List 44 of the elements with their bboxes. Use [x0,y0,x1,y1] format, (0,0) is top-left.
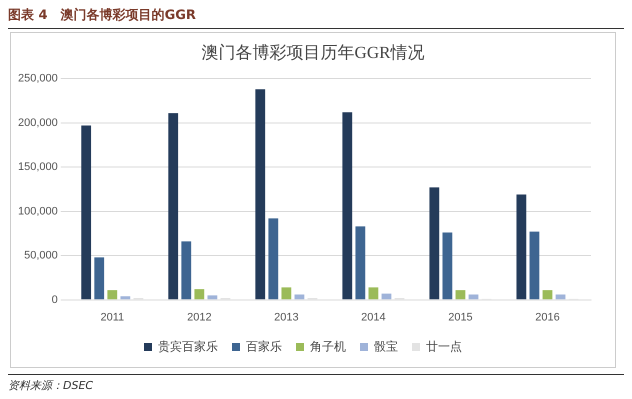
bar [542,290,552,300]
legend-label: 百家乐 [246,339,282,354]
bar [255,89,266,300]
bar [382,294,392,300]
bar [530,232,540,300]
bar [468,294,478,300]
bar [194,289,204,300]
legend-label: 骰宝 [374,339,398,354]
bar [342,112,352,300]
bar [207,295,218,300]
bar [107,290,118,300]
bar [168,113,178,300]
x-tick-label: 2014 [361,311,386,324]
y-tick-label: 50,000 [24,250,58,262]
chart-title: 澳门各博彩项目历年GGR情况 [200,42,426,64]
bar [556,294,566,300]
bar [120,296,130,300]
x-tick-label: 2012 [187,311,212,324]
bar [368,287,378,300]
y-tick-label: 150,000 [18,161,58,174]
x-tick-label: 2016 [535,311,560,324]
bar [355,226,366,300]
y-tick-label: 0 [52,294,58,306]
legend-label: 贵宾百家乐 [158,339,218,354]
chart-subtitle: 图表 4 澳门各博彩项目的GGR [8,4,624,29]
legend-label: 角子机 [310,339,346,354]
bar [456,290,466,300]
y-tick-label: 100,000 [18,205,58,218]
y-tick-label: 200,000 [18,116,58,129]
bar [281,287,292,300]
text: 资料来源：DSEC [8,374,624,393]
bar [181,241,192,300]
bar [268,218,278,300]
bar [442,232,452,300]
bar [294,294,304,300]
legend-label: 廿一点 [426,339,462,354]
bar [429,187,440,300]
bar [81,125,92,300]
x-tick-label: 2013 [274,311,299,324]
x-tick-label: 2011 [100,311,124,324]
x-tick-label: 2015 [448,311,473,324]
bar [94,257,104,300]
y-tick-label: 250,000 [18,72,58,85]
bar [516,194,526,300]
